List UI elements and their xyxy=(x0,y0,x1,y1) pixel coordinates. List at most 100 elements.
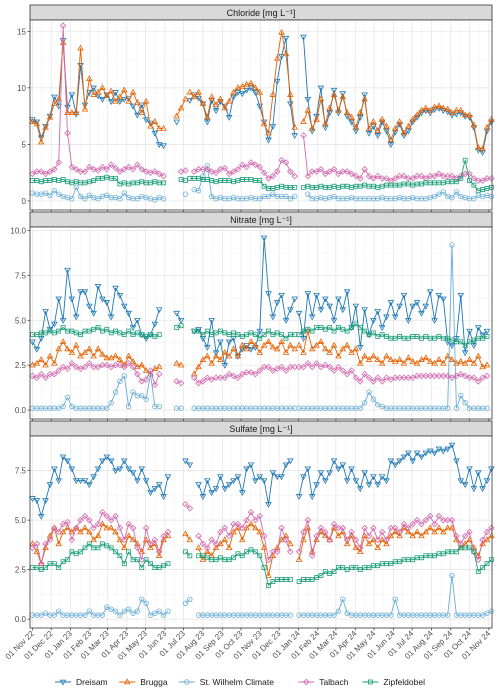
data-point xyxy=(59,520,67,528)
data-point xyxy=(51,524,58,531)
data-point xyxy=(94,167,102,174)
data-point xyxy=(453,175,460,182)
data-point xyxy=(265,129,272,136)
data-point xyxy=(183,549,188,555)
data-point xyxy=(257,195,263,202)
data-point xyxy=(260,169,268,176)
data-point xyxy=(378,528,386,536)
data-point xyxy=(418,356,425,362)
data-point xyxy=(474,325,482,332)
data-point xyxy=(81,289,89,296)
data-point xyxy=(212,540,220,548)
data-point xyxy=(59,528,67,535)
data-point xyxy=(195,544,202,551)
data-point xyxy=(94,88,102,95)
data-point xyxy=(357,378,364,385)
data-point xyxy=(357,544,364,552)
data-point xyxy=(155,482,163,489)
data-point xyxy=(186,98,194,104)
data-point xyxy=(422,516,430,524)
data-point xyxy=(142,478,150,485)
data-point xyxy=(142,117,150,124)
series-line xyxy=(299,575,492,616)
data-point xyxy=(155,124,163,131)
data-point xyxy=(243,524,250,531)
data-point xyxy=(483,175,491,182)
data-point xyxy=(375,401,381,408)
data-point xyxy=(147,122,154,129)
data-point xyxy=(190,93,198,100)
legend-item-talbach: Talbach xyxy=(298,677,349,687)
data-point xyxy=(139,596,145,602)
data-point xyxy=(273,345,281,352)
data-point xyxy=(348,348,355,355)
data-point xyxy=(107,87,115,94)
data-point xyxy=(418,172,425,180)
data-point xyxy=(252,84,259,91)
data-point xyxy=(467,545,472,551)
data-point xyxy=(326,104,333,111)
data-point xyxy=(383,374,390,381)
data-point xyxy=(177,318,185,324)
data-point xyxy=(378,378,386,385)
data-point xyxy=(112,389,119,395)
data-point xyxy=(400,520,408,528)
data-point xyxy=(378,175,386,182)
data-point xyxy=(125,606,132,612)
data-point xyxy=(440,372,447,380)
data-point xyxy=(59,318,67,324)
data-point xyxy=(155,370,163,378)
data-point xyxy=(99,612,106,618)
data-point xyxy=(125,310,132,317)
data-point xyxy=(152,610,158,616)
data-point xyxy=(195,482,202,489)
data-point xyxy=(283,193,289,200)
data-point xyxy=(151,321,159,328)
data-point xyxy=(409,357,416,364)
data-point xyxy=(278,156,285,164)
data-point xyxy=(204,544,211,552)
data-point xyxy=(234,166,242,173)
data-point xyxy=(42,190,49,196)
data-point xyxy=(466,111,473,118)
data-point xyxy=(440,189,447,195)
data-point xyxy=(400,129,408,136)
data-point xyxy=(230,520,237,528)
data-point xyxy=(287,168,294,175)
data-point xyxy=(212,486,220,493)
data-point xyxy=(278,474,285,481)
data-point xyxy=(488,466,495,473)
data-point xyxy=(304,516,312,524)
data-point xyxy=(348,113,355,120)
data-point xyxy=(287,307,294,314)
data-point xyxy=(458,175,464,181)
data-point xyxy=(387,458,395,465)
data-point xyxy=(42,123,49,130)
data-point xyxy=(42,374,49,381)
data-point xyxy=(64,458,71,465)
data-point xyxy=(103,361,111,369)
data-point xyxy=(130,610,136,616)
data-point xyxy=(208,376,215,383)
data-point xyxy=(81,363,89,371)
data-point xyxy=(436,191,442,197)
data-point xyxy=(265,193,272,200)
data-point xyxy=(295,548,303,556)
data-point xyxy=(72,478,80,485)
panel-title: Chloride [mg L⁻¹] xyxy=(227,8,296,18)
data-point xyxy=(69,195,75,202)
data-point xyxy=(46,168,54,175)
data-point xyxy=(134,98,141,105)
data-point xyxy=(378,536,386,543)
data-point xyxy=(147,540,154,548)
data-point xyxy=(308,552,316,560)
data-point xyxy=(221,348,229,355)
data-point xyxy=(313,532,320,540)
data-point xyxy=(278,28,285,35)
data-point xyxy=(335,532,342,539)
data-point xyxy=(134,544,141,552)
data-point xyxy=(278,338,285,345)
data-point xyxy=(282,35,290,42)
data-point xyxy=(29,496,36,502)
data-point xyxy=(287,548,294,556)
